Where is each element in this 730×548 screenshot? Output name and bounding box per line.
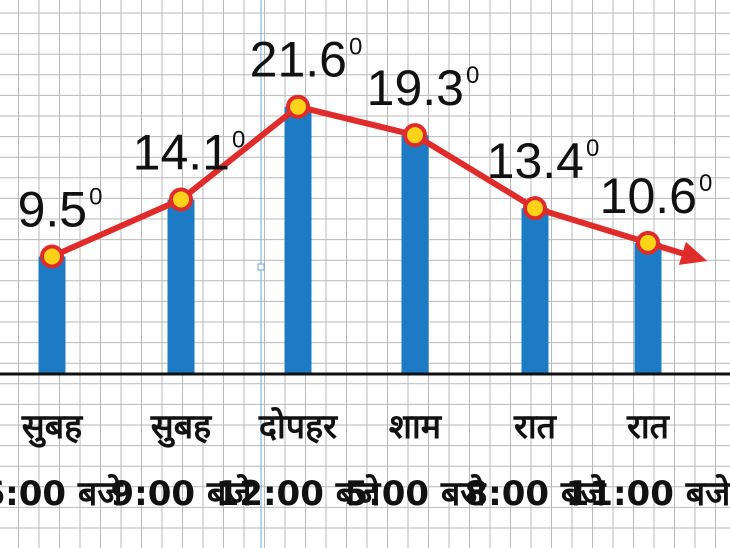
category-label-period: सुबह <box>21 407 84 448</box>
category-label-time: 12:00 बजे <box>216 473 382 514</box>
value-label: 14.10 <box>133 125 246 181</box>
bar <box>167 199 195 374</box>
data-point-marker <box>523 196 547 221</box>
category-label-time: 9:00 बजे <box>110 473 253 514</box>
value-label: 10.60 <box>600 168 713 224</box>
data-point-marker <box>169 187 193 212</box>
data-point-marker <box>40 244 64 269</box>
category-label-time: 6:00 बजे <box>0 473 124 514</box>
value-label: 21.60 <box>250 32 363 88</box>
category-label-period: शाम <box>389 407 443 447</box>
bar <box>521 208 549 374</box>
guide-handle <box>257 263 265 271</box>
category-label-time: 8:00 बजे <box>464 473 607 514</box>
value-label: 9.50 <box>18 181 103 237</box>
value-label: 13.40 <box>487 133 600 189</box>
bar <box>634 242 662 374</box>
data-point-marker <box>636 230 660 255</box>
value-label: 19.30 <box>367 60 480 116</box>
data-point-marker <box>403 123 427 148</box>
data-point-marker <box>286 94 310 119</box>
category-label-period: दोपहर <box>258 406 338 447</box>
trend-arrow-head <box>678 241 708 265</box>
bar <box>284 106 312 374</box>
category-label-period: रात <box>626 407 671 447</box>
bar <box>38 256 66 374</box>
category-label-time: 5:00 बजे <box>344 473 487 514</box>
category-label-period: सुबह <box>150 407 213 448</box>
category-label-time: 11:00 बजे <box>566 473 730 514</box>
bar <box>401 135 429 374</box>
category-label-period: रात <box>513 407 558 447</box>
